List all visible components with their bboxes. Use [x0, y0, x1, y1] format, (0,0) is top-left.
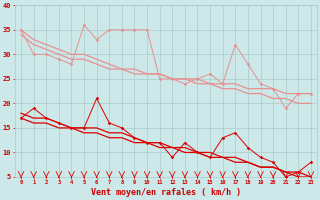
X-axis label: Vent moyen/en rafales ( km/h ): Vent moyen/en rafales ( km/h ) — [91, 188, 241, 197]
